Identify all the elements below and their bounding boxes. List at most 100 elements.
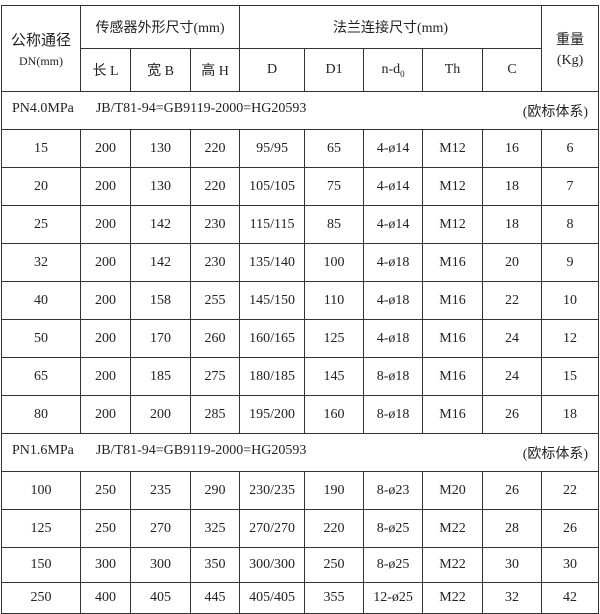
table-cell: 260: [189, 319, 241, 358]
col-nd0: n-d0: [363, 48, 424, 92]
table-cell: 142: [130, 205, 191, 244]
table-cell: 405/405: [239, 582, 306, 614]
table-cell: 8-ø25: [363, 547, 424, 583]
table-cell: 405: [130, 582, 191, 614]
header-sensor-dims: 传感器外形尺寸(mm): [79, 5, 241, 49]
header-weight: 重量 (Kg): [541, 5, 600, 92]
table-cell: 200: [130, 395, 191, 434]
table-cell: 125: [1, 509, 81, 548]
table-row: 125 250 270 325 270/270 220 8-ø25 M22 28 26: [1, 509, 600, 548]
table-cell: M12: [422, 167, 484, 206]
table-cell: 22: [482, 281, 543, 320]
table-cell: 6: [541, 129, 600, 168]
table-cell: 350: [189, 547, 241, 583]
table-cell: 110: [304, 281, 365, 320]
table-cell: 200: [80, 357, 131, 396]
table-cell: 65: [304, 129, 365, 168]
table-cell: 32: [1, 243, 81, 282]
table-cell: 26: [482, 471, 543, 510]
col-d1: D1: [304, 48, 365, 92]
pressure-rating: PN1.6MPa: [12, 442, 74, 458]
table-cell: 9: [541, 243, 600, 282]
table-cell: 4-ø18: [363, 243, 424, 282]
table-cell: 10: [541, 281, 600, 320]
table-cell: 20: [482, 243, 543, 282]
table-cell: 150: [1, 547, 81, 583]
table-cell: 100: [304, 243, 365, 282]
table-cell: 355: [304, 582, 365, 614]
col-length: 长 L: [80, 48, 131, 92]
table-cell: 15: [1, 129, 81, 168]
table-cell: 12-ø25: [363, 582, 424, 614]
table-row: 40 200 158 255 145/150 110 4-ø18 M16 22 10: [1, 281, 600, 320]
table-row: 50 200 170 260 160/165 125 4-ø18 M16 24 12: [1, 319, 600, 358]
nominal-diameter-label: 公称通径: [10, 32, 71, 49]
table-cell: 185: [130, 357, 191, 396]
table-cell: 200: [80, 281, 131, 320]
table-cell: 200: [80, 319, 131, 358]
table-cell: 255: [189, 281, 241, 320]
table-cell: 250: [80, 509, 131, 548]
col-c: C: [482, 48, 543, 92]
table-cell: 135/140: [239, 243, 306, 282]
header-nominal-diameter: 公称通径 DN(mm): [1, 5, 81, 92]
standard-system: (欧标体系): [522, 104, 589, 120]
table-cell: 180/185: [239, 357, 306, 396]
table-cell: 300/300: [239, 547, 306, 583]
table-cell: M16: [422, 281, 484, 320]
table-cell: 142: [130, 243, 191, 282]
section-header: PN4.0MPa JB/T81-94=GB9119-2000=HG20593 (…: [0, 91, 600, 130]
standard-system: (欧标体系): [522, 446, 589, 462]
table-cell: 4-ø14: [363, 167, 424, 206]
table-cell: 18: [482, 205, 543, 244]
table-cell: 250: [1, 582, 81, 614]
table-cell: 18: [541, 395, 600, 434]
table-row: 15 200 130 220 95/95 65 4-ø14 M12 16 6: [1, 129, 600, 168]
table-cell: 300: [80, 547, 131, 583]
table-cell: M16: [422, 357, 484, 396]
table-cell: 250: [80, 471, 131, 510]
table-cell: 145/150: [239, 281, 306, 320]
table-cell: 220: [189, 167, 241, 206]
table-row: 250 400 405 445 405/405 355 12-ø25 M22 32 42: [1, 582, 600, 614]
table-cell: 400: [80, 582, 131, 614]
table-cell: 220: [304, 509, 365, 548]
table-row: 32 200 142 230 135/140 100 4-ø18 M16 20 9: [1, 243, 600, 282]
table-cell: 285: [189, 395, 241, 434]
table-cell: 130: [130, 129, 191, 168]
table-cell: 30: [541, 547, 600, 583]
table-cell: 230/235: [239, 471, 306, 510]
table-cell: 8: [541, 205, 600, 244]
table-cell: M22: [422, 582, 484, 614]
table-cell: M22: [422, 509, 484, 548]
table-cell: 230: [189, 205, 241, 244]
table-cell: M16: [422, 395, 484, 434]
header-row-1: 公称通径 DN(mm) 传感器外形尺寸(mm) 法兰连接尺寸(mm) 重量 (K…: [1, 5, 600, 92]
table-cell: 300: [130, 547, 191, 583]
table-cell: 24: [482, 319, 543, 358]
col-th: Th: [422, 48, 484, 92]
table-row: 25 200 142 230 115/115 85 4-ø14 M12 18 8: [1, 205, 600, 244]
table-cell: M22: [422, 547, 484, 583]
col-height: 高 H: [189, 48, 241, 92]
table-cell: 4-ø18: [363, 319, 424, 358]
table-cell: 195/200: [239, 395, 306, 434]
table-cell: 200: [80, 243, 131, 282]
table-cell: M16: [422, 319, 484, 358]
table-cell: 75: [304, 167, 365, 206]
table-cell: 100: [1, 471, 81, 510]
table-cell: 200: [80, 205, 131, 244]
table-cell: 42: [541, 582, 600, 614]
table-cell: 18: [482, 167, 543, 206]
table-cell: 26: [482, 395, 543, 434]
header-flange-dims: 法兰连接尺寸(mm): [239, 5, 543, 49]
table-row: 80 200 200 285 195/200 160 8-ø18 M16 26 18: [1, 395, 600, 434]
table-cell: 290: [189, 471, 241, 510]
table-cell: 200: [80, 129, 131, 168]
col-width: 宽 B: [130, 48, 191, 92]
table-cell: 160: [304, 395, 365, 434]
col-nd0-subscript: 0: [400, 68, 405, 79]
table-cell: 22: [541, 471, 600, 510]
table-cell: 325: [189, 509, 241, 548]
table-row: 150 300 300 350 300/300 250 8-ø25 M22 30 30: [1, 547, 600, 583]
